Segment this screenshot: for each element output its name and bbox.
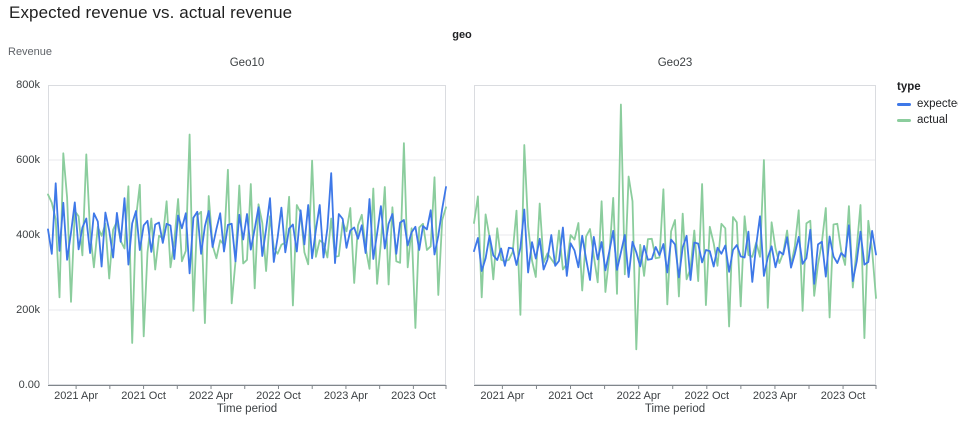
actual-line-swatch	[897, 118, 911, 122]
x-tick-label: 2023 Oct	[820, 390, 866, 402]
x-tick-label: 2023 Apr	[323, 390, 368, 402]
x-tick-label: 2022 Apr	[616, 390, 661, 402]
x-tick-label: 2021 Apr	[480, 390, 525, 402]
x-tick-label: 2023 Apr	[752, 390, 797, 402]
x-axis-title-right: Time period	[644, 403, 706, 415]
y-tick-label: 600k	[16, 154, 40, 166]
x-tick-label: 2021 Oct	[121, 390, 166, 402]
y-tick-label: 400k	[16, 229, 40, 241]
legend-item-label: actual	[917, 114, 948, 126]
page-title: Expected revenue vs. actual revenue	[9, 3, 293, 22]
legend-title: type	[897, 81, 921, 93]
facet-dimension-label: geo	[452, 29, 472, 41]
facet-title-geo10: Geo10	[229, 57, 265, 69]
legend-item-actual[interactable]: actual	[897, 114, 958, 126]
legend: type expected actual	[897, 81, 958, 126]
geo10-actual-line[interactable]	[47, 133, 447, 344]
geo23-actual-line[interactable]	[473, 103, 877, 351]
facet-title-geo23: Geo23	[657, 57, 693, 69]
x-tick-label: 2023 Oct	[391, 390, 436, 402]
x-tick-label: 2022 Oct	[256, 390, 301, 402]
x-tick-label: 2021 Apr	[54, 390, 99, 402]
x-tick-label: 2022 Apr	[188, 390, 234, 402]
expected-line-swatch	[897, 102, 911, 106]
x-axis-title-left: Time period	[216, 403, 278, 415]
y-tick-label: 200k	[16, 304, 40, 316]
x-tick-label: 2022 Oct	[684, 390, 730, 402]
y-axis-title: Revenue	[8, 46, 53, 58]
y-tick-label: 800k	[16, 79, 40, 91]
geo23-expected-line[interactable]	[473, 208, 877, 285]
legend-item-expected[interactable]: expected	[897, 98, 958, 110]
geo10-expected-line[interactable]	[47, 172, 447, 275]
y-tick-label: 0.00	[18, 379, 40, 391]
x-tick-label: 2021 Oct	[548, 390, 593, 402]
legend-item-label: expected	[917, 98, 958, 110]
